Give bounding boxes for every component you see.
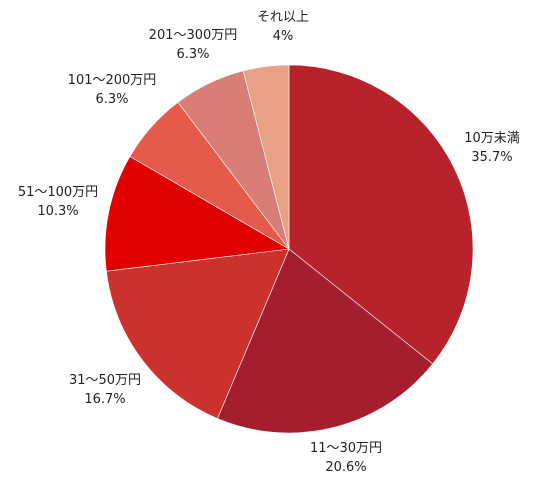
slice-label: それ以上 4%: [257, 10, 309, 44]
slice-category-label: 51～100万円: [18, 185, 98, 200]
slice-value-label: 20.6%: [325, 460, 366, 475]
pie-slice: [217, 248, 434, 434]
slice-category-label: それ以上: [257, 10, 309, 25]
slice-category-label: 101～200万円: [68, 73, 157, 88]
slice-label: 11～30万円 20.6%: [310, 441, 382, 475]
slice-label: 10万未満 35.7%: [464, 131, 520, 165]
slice-category-label: 31～50万円: [69, 373, 141, 388]
slice-value-label: 16.7%: [84, 392, 125, 407]
slice-value-label: 35.7%: [471, 150, 512, 165]
labels-layer: 10万未満 35.7% 11～30万円 20.6% 31～50万円 16.7% 51～100…: [18, 10, 520, 475]
slices-layer: [104, 64, 474, 434]
slice-value-label: 6.3%: [176, 47, 209, 62]
pie-slice: [242, 64, 290, 250]
slice-label: 31～50万円 16.7%: [69, 373, 141, 407]
slice-category-label: 201～300万円: [149, 28, 238, 43]
slice-label: 101～200万円 6.3%: [68, 73, 157, 107]
pie-slice: [104, 156, 290, 272]
slice-value-label: 6.3%: [95, 92, 128, 107]
slice-category-label: 11～30万円: [310, 441, 382, 456]
slice-label: 201～300万円 6.3%: [149, 28, 238, 62]
slice-value-label: 4%: [273, 29, 294, 44]
slice-value-label: 10.3%: [37, 204, 78, 219]
pie-slice: [106, 248, 290, 419]
slice-label: 51～100万円 10.3%: [18, 185, 98, 219]
pie-slice: [288, 64, 474, 365]
slice-category-label: 10万未満: [464, 131, 520, 146]
